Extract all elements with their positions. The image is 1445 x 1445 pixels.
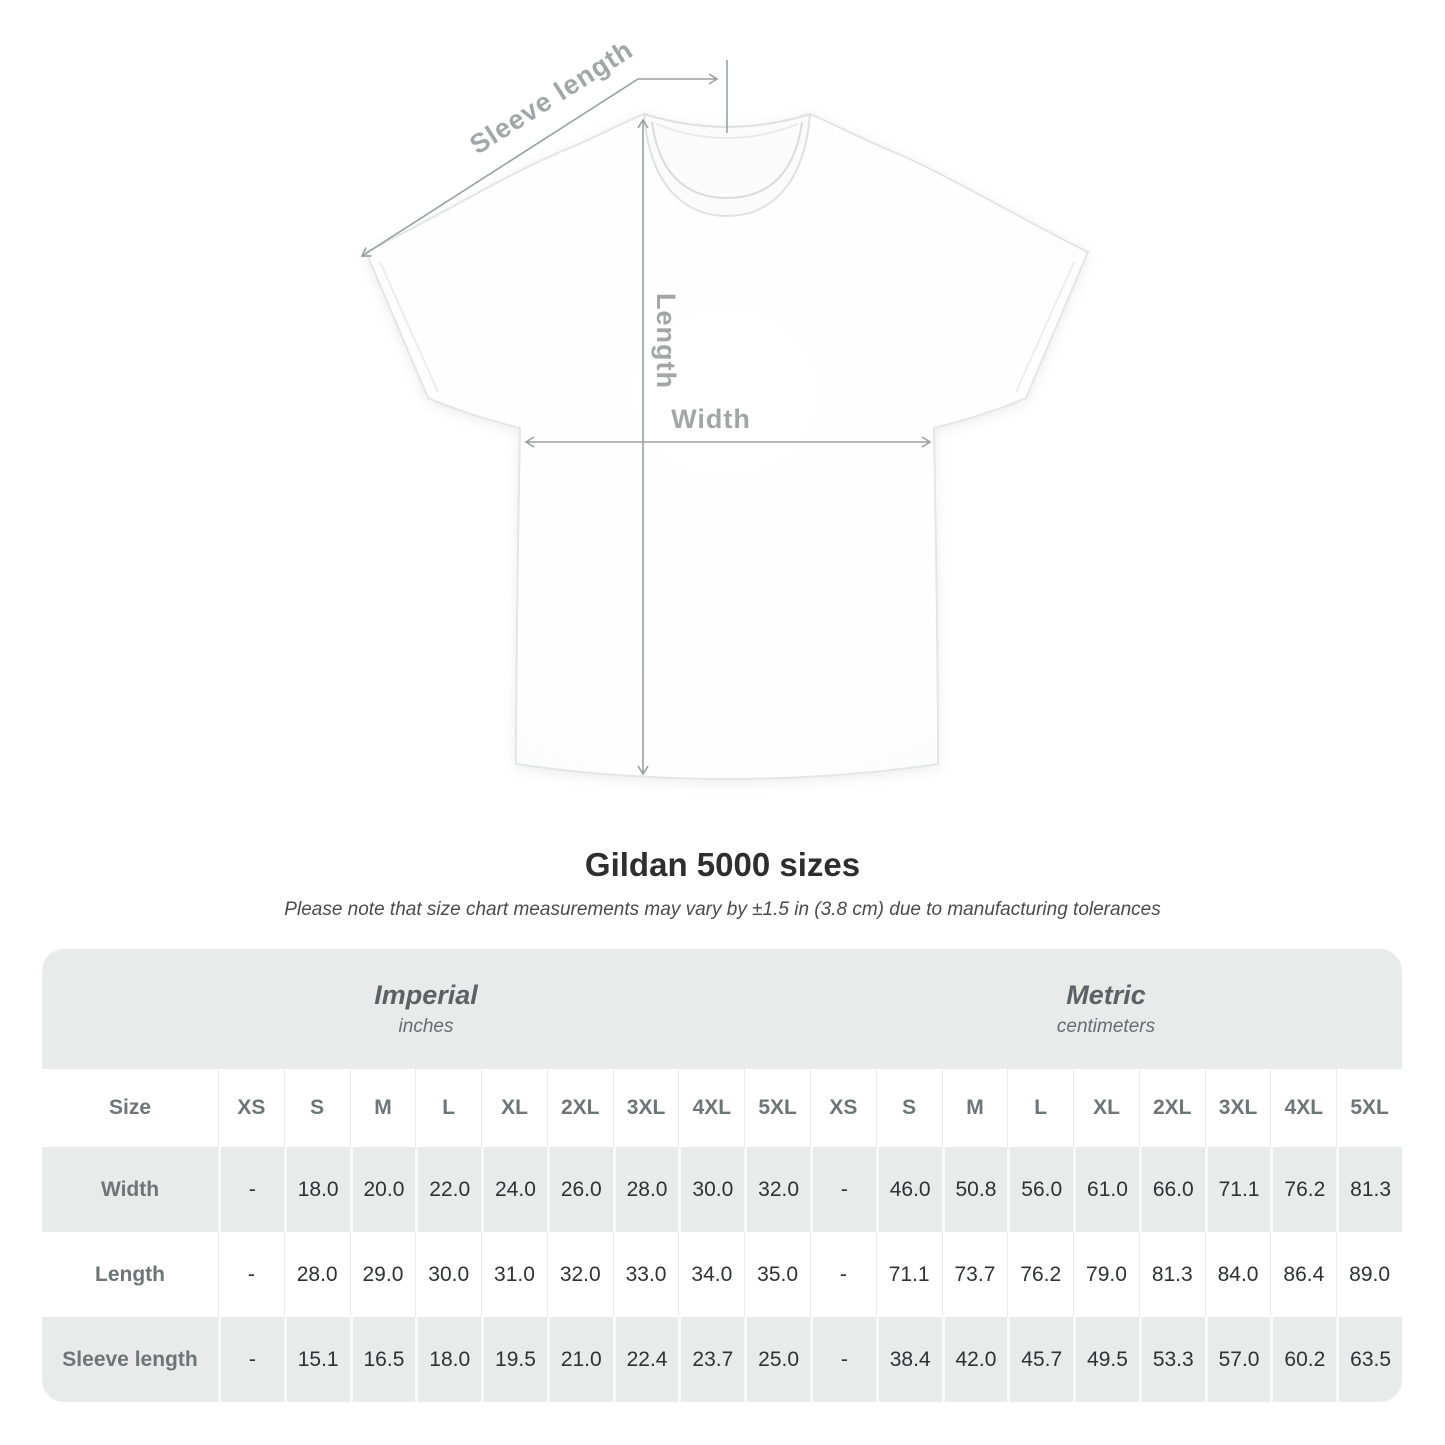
measurement-cell: 71.1 <box>875 1232 942 1317</box>
measurement-cell: - <box>810 1147 876 1232</box>
col-header: S <box>875 1069 942 1147</box>
measurement-cell: 63.5 <box>1336 1317 1402 1402</box>
measurement-cell: 66.0 <box>1138 1147 1205 1232</box>
measurement-cell: 49.5 <box>1073 1317 1139 1402</box>
col-header: 3XL <box>1204 1069 1271 1147</box>
measurement-cell: 71.1 <box>1204 1147 1271 1232</box>
measurement-cell: 86.4 <box>1270 1232 1336 1317</box>
measurement-cell: 76.2 <box>1007 1232 1073 1317</box>
measurement-cell: 30.0 <box>678 1147 744 1232</box>
measurement-cell: 23.7 <box>678 1317 744 1402</box>
sleeve-seam-left <box>379 261 439 393</box>
measurement-cell: 32.0 <box>546 1232 613 1317</box>
row-label: Width <box>100 1177 160 1201</box>
measurement-cell: 42.0 <box>941 1317 1008 1402</box>
col-header: 2XL <box>546 1069 613 1147</box>
measurement-cell: 28.0 <box>612 1147 679 1232</box>
unit-group-row: Imperial inches Metric centimeters <box>42 949 1402 1069</box>
measurement-cell: 22.0 <box>415 1147 481 1232</box>
col-header: L <box>415 1069 481 1147</box>
unit-group-metric: Metric centimeters <box>810 949 1402 1069</box>
measurement-cell: 56.0 <box>1007 1147 1073 1232</box>
measurement-cell: 15.1 <box>283 1317 350 1402</box>
col-header: XL <box>481 1069 547 1147</box>
measurement-cell: - <box>810 1317 876 1402</box>
measurement-cell: 29.0 <box>349 1232 416 1317</box>
unit-group-label: Metric <box>1066 980 1146 1010</box>
measurement-cell: 32.0 <box>744 1147 810 1232</box>
measurement-cell: 89.0 <box>1336 1232 1402 1317</box>
measurement-cell: 22.4 <box>612 1317 679 1402</box>
measurement-cell: 31.0 <box>481 1232 547 1317</box>
measurement-cell: 81.3 <box>1138 1232 1205 1317</box>
measurement-cell: 38.4 <box>875 1317 942 1402</box>
measurement-cell: 79.0 <box>1073 1232 1139 1317</box>
measurement-cell: 53.3 <box>1138 1317 1205 1402</box>
measurement-cell: 28.0 <box>283 1232 350 1317</box>
measurement-cell: - <box>218 1317 284 1402</box>
col-header: XL <box>1073 1069 1139 1147</box>
table-row-length: Length - 28.0 29.0 30.0 31.0 32.0 33.0 3… <box>42 1232 1402 1317</box>
tolerance-note: Please note that size chart measurements… <box>284 899 1161 920</box>
sleeve-length-arrow <box>360 73 719 257</box>
sleeve-seam-right <box>1015 261 1075 393</box>
unit-group-sublabel: inches <box>398 1016 454 1037</box>
measurement-cell: 61.0 <box>1073 1147 1139 1232</box>
unit-group-label: Imperial <box>374 980 478 1010</box>
col-header: 2XL <box>1138 1069 1205 1147</box>
measurement-cell: 18.0 <box>283 1147 350 1232</box>
measurement-cell: 26.0 <box>546 1147 613 1232</box>
page-title: Gildan 5000 sizes <box>584 846 861 883</box>
size-table: Imperial inches Metric centimeters Size … <box>42 949 1402 1402</box>
measurement-cell: - <box>218 1147 284 1232</box>
col-header: M <box>941 1069 1008 1147</box>
length-label: Length <box>651 293 681 389</box>
col-header-size: Size <box>108 1096 152 1119</box>
col-header: XS <box>218 1069 284 1147</box>
measurement-cell: 60.2 <box>1270 1317 1336 1402</box>
measurement-cell: 45.7 <box>1007 1317 1073 1402</box>
col-header: L <box>1007 1069 1073 1147</box>
col-header: S <box>283 1069 350 1147</box>
measurement-cell: 21.0 <box>546 1317 613 1402</box>
row-label: Sleeve length <box>62 1347 198 1371</box>
measurement-cell: 34.0 <box>678 1232 744 1317</box>
measurement-cell: 25.0 <box>744 1317 810 1402</box>
col-header: 5XL <box>1336 1069 1402 1147</box>
measurement-cell: - <box>218 1232 284 1317</box>
tshirt-measurement-diagram: Sleeve length Length Width <box>360 34 1089 780</box>
col-header: XS <box>810 1069 876 1147</box>
measurement-cell: 50.8 <box>941 1147 1008 1232</box>
measurement-cell: 33.0 <box>612 1232 679 1317</box>
measurement-cell: 84.0 <box>1204 1232 1271 1317</box>
col-header: 5XL <box>744 1069 810 1147</box>
measurement-cell: 57.0 <box>1204 1317 1271 1402</box>
measurement-cell: 76.2 <box>1270 1147 1336 1232</box>
measurement-cell: 24.0 <box>481 1147 547 1232</box>
table-row-sleeve-length: Sleeve length - 15.1 16.5 18.0 19.5 21.0… <box>42 1317 1402 1402</box>
unit-group-imperial: Imperial inches <box>42 949 810 1069</box>
col-header: 3XL <box>612 1069 679 1147</box>
row-label: Length <box>95 1262 165 1286</box>
measurement-cell: 18.0 <box>415 1317 481 1402</box>
col-header: 4XL <box>678 1069 744 1147</box>
tshirt-image <box>365 112 1089 780</box>
measurement-cell: - <box>810 1232 876 1317</box>
measurement-cell: 73.7 <box>941 1232 1008 1317</box>
size-header-row: Size XS S M L XL 2XL 3XL 4XL 5XL XS S M … <box>42 1069 1402 1147</box>
width-label: Width <box>671 404 751 434</box>
col-header: 4XL <box>1270 1069 1336 1147</box>
measurement-cell: 46.0 <box>875 1147 942 1232</box>
measurement-cell: 30.0 <box>415 1232 481 1317</box>
measurement-cell: 81.3 <box>1336 1147 1402 1232</box>
measurement-cell: 35.0 <box>744 1232 810 1317</box>
unit-group-sublabel: centimeters <box>1056 1016 1156 1037</box>
measurement-cell: 20.0 <box>349 1147 416 1232</box>
measurement-cell: 19.5 <box>481 1317 547 1402</box>
measurement-cell: 16.5 <box>349 1317 416 1402</box>
col-header: M <box>349 1069 416 1147</box>
table-row-width: Width - 18.0 20.0 22.0 24.0 26.0 28.0 30… <box>42 1147 1402 1232</box>
